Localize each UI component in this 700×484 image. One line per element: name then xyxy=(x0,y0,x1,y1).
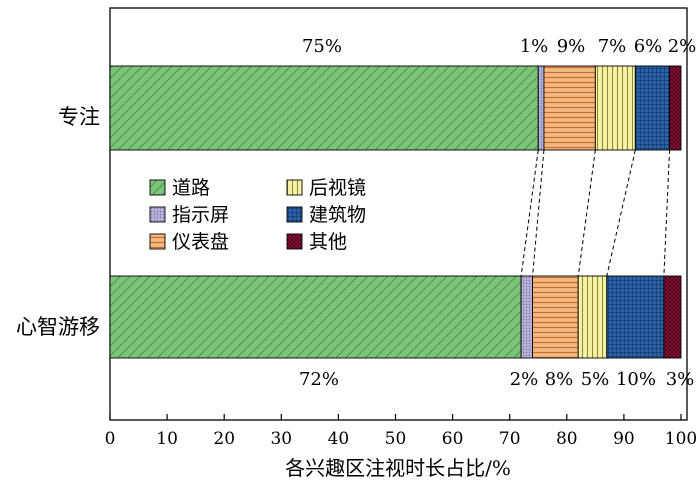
x-tick-label-4: 40 xyxy=(328,429,350,449)
connector-line-4 xyxy=(663,149,671,277)
x-tick-label-8: 80 xyxy=(556,429,578,449)
bar-segment-0-0 xyxy=(109,65,539,151)
legend-label-1: 指示屏 xyxy=(172,204,229,226)
x-tick-label-2: 20 xyxy=(213,429,235,449)
legend-swatch-4 xyxy=(286,206,303,223)
x-tick-label-9: 90 xyxy=(613,429,635,449)
value-label-0-1: 1% xyxy=(520,36,549,57)
bar-segment-0-3 xyxy=(594,65,636,151)
bar-segment-1-2 xyxy=(532,275,579,359)
value-label-0-4: 6% xyxy=(634,36,663,57)
value-label-1-3: 5% xyxy=(581,369,610,390)
value-label-1-1: 2% xyxy=(510,369,539,390)
x-axis-ticks: 0 10 20 30 40 50 60 70 80 90 100 xyxy=(105,414,697,449)
bar-segment-0-2 xyxy=(543,65,596,151)
connector-line-3 xyxy=(606,149,636,277)
value-label-1-4: 10% xyxy=(616,369,656,390)
x-tick-label-5: 50 xyxy=(385,429,407,449)
legend-label-3: 后视镜 xyxy=(309,177,366,199)
value-label-0-2: 9% xyxy=(557,36,586,57)
bars xyxy=(109,65,682,359)
value-label-0-3: 7% xyxy=(598,36,627,57)
plot-frame xyxy=(109,7,688,421)
legend-swatch-2 xyxy=(149,233,166,250)
connector-lines xyxy=(520,149,671,277)
connector-line-1 xyxy=(532,149,545,277)
legend-label-2: 仪表盘 xyxy=(172,231,229,253)
legend-swatch-5 xyxy=(286,233,303,250)
legend-label-5: 其他 xyxy=(309,231,347,253)
bar-segment-0-1 xyxy=(537,65,545,151)
bar-segment-1-3 xyxy=(577,275,608,359)
bar-segment-1-5 xyxy=(663,275,682,359)
value-label-1-0: 72% xyxy=(299,369,339,390)
connector-line-0 xyxy=(520,149,539,277)
legend-swatch-1 xyxy=(149,206,166,223)
value-label-1-5: 3% xyxy=(666,369,695,390)
value-labels: 75% 1% 9% 7% 6% 2%72% 2% 8% 5% 10% 3% xyxy=(299,36,696,390)
category-label-1: 心智游移 xyxy=(16,315,100,339)
x-tick-label-6: 60 xyxy=(442,429,464,449)
value-label-0-5: 2% xyxy=(668,36,697,57)
x-tick-label-1: 10 xyxy=(156,429,178,449)
connector-line-2 xyxy=(577,149,596,277)
x-axis-title: 各兴趣区注视时长占比/% xyxy=(285,456,511,480)
x-tick-label-10: 100 xyxy=(665,429,697,449)
x-tick-label-0: 0 xyxy=(105,429,116,449)
value-label-0-0: 75% xyxy=(302,36,342,57)
bar-segment-0-5 xyxy=(669,65,682,151)
legend-label-0: 道路 xyxy=(172,177,210,199)
legend-label-4: 建筑物 xyxy=(309,204,366,226)
x-tick-label-3: 30 xyxy=(270,429,292,449)
bar-segment-1-4 xyxy=(606,275,665,359)
value-label-1-2: 8% xyxy=(545,369,574,390)
bar-segment-1-1 xyxy=(520,275,533,359)
bar-segment-0-4 xyxy=(634,65,671,151)
bar-segment-1-0 xyxy=(109,275,522,359)
legend-swatch-0 xyxy=(149,179,166,196)
legend-swatch-3 xyxy=(286,179,303,196)
category-label-0: 专注 xyxy=(58,105,100,129)
x-tick-label-7: 70 xyxy=(499,429,521,449)
